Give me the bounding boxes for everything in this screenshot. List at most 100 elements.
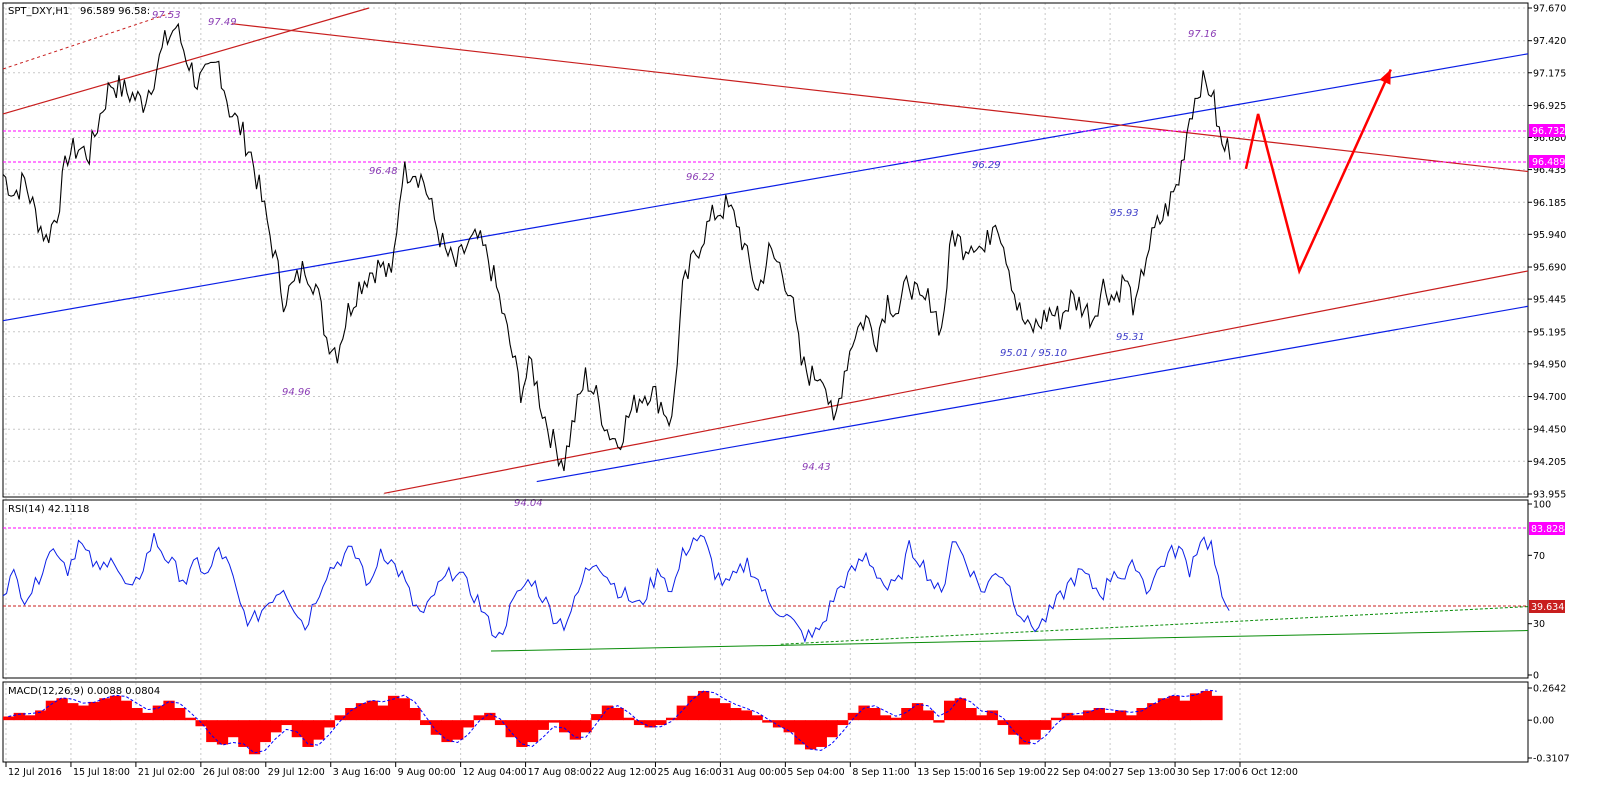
macd-bar	[644, 720, 656, 728]
macd-bar	[99, 698, 111, 721]
time-label: 12 Aug 04:00	[463, 767, 527, 778]
macd-bar	[1115, 710, 1127, 721]
macd-bar	[986, 710, 999, 721]
level-tag-lower	[1529, 155, 1565, 168]
channel-blue-lower	[536, 305, 1529, 483]
level-tag-lower-text: 96.489	[1532, 157, 1565, 168]
price-tick-label: 95.195	[1533, 327, 1566, 338]
macd-bar	[612, 707, 624, 721]
macd-bar	[206, 720, 218, 743]
macd-bar	[847, 712, 860, 721]
price-tick-label: 94.205	[1533, 457, 1566, 468]
macd-bar	[772, 720, 785, 728]
macd-bar	[13, 712, 25, 721]
macd-bar	[3, 716, 15, 721]
macd-bar	[943, 700, 956, 721]
macd-bar	[1018, 720, 1031, 745]
rsi-trendlines	[490, 606, 1529, 652]
macd-bar	[965, 707, 977, 721]
time-label: 12 Jul 2016	[8, 767, 62, 778]
annotation-96-29: 96.29	[972, 160, 1001, 171]
rsi-title: RSI(14) 42.1118	[8, 504, 89, 515]
price-tick-label: 95.690	[1533, 263, 1566, 274]
macd-title: MACD(12,26,9) 0.0088 0.0804	[8, 686, 160, 697]
time-label: 17 Aug 08:00	[528, 767, 592, 778]
macd-bar	[281, 720, 293, 726]
time-label: 22 Sep 04:00	[1047, 767, 1110, 778]
macd-bar	[56, 698, 68, 721]
macd-bar	[1168, 695, 1180, 721]
macd-bar	[462, 720, 475, 728]
macd-bar	[698, 690, 710, 721]
rsi-tag-current-text: 39.6341	[1531, 602, 1570, 613]
price-tick-label: 97.175	[1533, 68, 1566, 79]
macd-bar	[569, 720, 582, 740]
annotation-97-49: 97.49	[208, 17, 237, 28]
price-series	[2, 22, 1231, 472]
price-tick-label: 94.950	[1533, 359, 1566, 370]
rsi-tag-top-text: 83.8284	[1531, 524, 1570, 535]
price-tick-label: 96.680	[1533, 133, 1566, 144]
macd-bar	[1082, 710, 1095, 721]
macd-bar	[1179, 700, 1191, 721]
macd-bar	[1008, 720, 1020, 735]
macd-bar	[88, 701, 100, 721]
macd-bar	[1211, 695, 1223, 721]
macd-bar	[1200, 690, 1212, 721]
macd-bar	[655, 720, 667, 726]
macd-bar	[719, 703, 731, 721]
macd-bar	[869, 707, 881, 721]
macd-panel-frame	[2, 681, 1529, 763]
time-label: 9 Aug 00:00	[398, 767, 456, 778]
macd-bar	[762, 720, 774, 723]
macd-bar	[345, 707, 357, 721]
time-label: 25 Aug 16:00	[657, 767, 721, 778]
macd-bar	[505, 720, 517, 738]
macd-bar	[901, 707, 913, 721]
macd-bar	[355, 703, 368, 721]
macd-bar	[837, 720, 849, 726]
macd-histogram	[3, 690, 1223, 755]
rsi-tick-label: 100	[1533, 500, 1551, 511]
macd-bar	[537, 720, 549, 730]
time-axis: 12 Jul 2016 15 Jul 18:00 21 Jul 02:00 26 Ju…	[5, 762, 1298, 778]
rsi-tag-top	[1529, 522, 1565, 535]
main-panel-frame	[2, 2, 1529, 498]
macd-bar	[35, 710, 47, 721]
channel-blue-upper	[2, 53, 1529, 322]
macd-bar	[1029, 720, 1041, 740]
annotation-95-01-95-10: 95.01 / 95.10	[1000, 348, 1067, 359]
macd-bar	[227, 720, 239, 738]
macd-bar	[1157, 698, 1170, 721]
macd-bar	[911, 703, 924, 721]
macd-bar	[387, 695, 400, 721]
forecast-arrow-head	[1379, 69, 1391, 85]
macd-bar	[933, 720, 945, 723]
macd-bar	[997, 720, 1009, 726]
macd-bar	[484, 712, 496, 721]
annotation-94-04: 94.04	[514, 498, 543, 509]
macd-bar	[890, 717, 902, 721]
macd-bar	[195, 720, 207, 727]
macd-bar	[323, 720, 336, 728]
price-tick-label: 95.940	[1533, 230, 1566, 241]
macd-bar	[1125, 715, 1138, 721]
time-label: 27 Sep 13:00	[1112, 767, 1175, 778]
price-annotations: 97.53 97.49 96.48 94.96 96.22 96.29 95.9…	[152, 10, 1217, 509]
level-tags: 96.732 96.489	[1529, 124, 1565, 168]
annotation-96-48: 96.48	[369, 166, 398, 177]
macd-bar	[1093, 707, 1105, 721]
price-axis: 97.670 97.420 97.175 96.925 96.680 96.435 96.1…	[1528, 4, 1566, 501]
macd-bar	[420, 720, 432, 726]
time-label: 5 Sep 04:00	[787, 767, 844, 778]
quote-label: 96.589 96.58:	[80, 6, 150, 17]
macd-bar	[623, 717, 635, 721]
rsi-series	[2, 532, 1230, 644]
macd-bar	[526, 720, 539, 743]
price-tick-label: 95.445	[1533, 295, 1566, 306]
annotation-94-43: 94.43	[802, 462, 831, 473]
annotation-97-16: 97.16	[1188, 29, 1217, 40]
macd-bar	[740, 710, 753, 721]
macd-bar	[259, 720, 271, 743]
